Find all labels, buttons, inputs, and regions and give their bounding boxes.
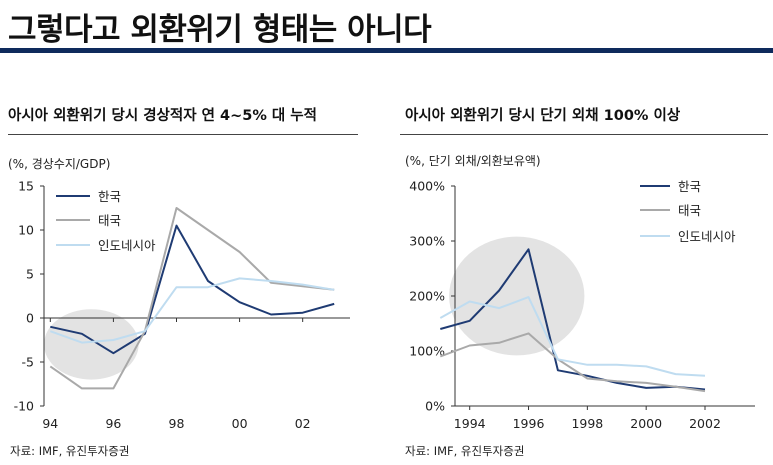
title-rule [0, 48, 773, 53]
left-chart-source: 자료: IMF, 유진투자증권 [10, 444, 130, 458]
left-y-tick-label: 5 [26, 267, 34, 282]
right-legend-label-korea: 한국 [678, 179, 701, 194]
right-chart: 400% 300% 200% 100% 0% 1994 1996 1998 2000 2002 한국… [409, 179, 755, 431]
left-x-tick-label: 98 [169, 416, 185, 431]
right-x-tick-label: 2000 [630, 416, 662, 431]
right-y-tick-label: 0% [425, 399, 445, 414]
left-y-tick-label: 15 [18, 179, 34, 194]
page-title: 그렇다고 외환위기 형태는 아니다 [8, 12, 432, 48]
left-legend-label-korea: 한국 [98, 189, 121, 204]
left-x-tick-label: 94 [42, 416, 58, 431]
right-highlight-circle [449, 236, 585, 356]
left-chart-title: 아시아 외환위기 당시 경상적자 연 4~5% 대 누적 [8, 108, 317, 124]
right-series-line-thailand [439, 332, 706, 393]
left-y-tick-label: 0 [26, 311, 34, 326]
right-chart-title: 아시아 외환위기 당시 단기 외채 100% 이상 [405, 108, 681, 124]
left-legend-label-indonesia: 인도네시아 [98, 238, 156, 253]
right-chart-source: 자료: IMF, 유진투자증권 [405, 444, 525, 458]
left-y-tick-label: -5 [22, 355, 34, 370]
left-chart-rule [8, 134, 358, 135]
left-legend-label-thailand: 태국 [98, 213, 121, 228]
left-series-line-indonesia [49, 277, 335, 344]
left-x-tick-label: 02 [295, 416, 311, 431]
left-y-tick-label: -10 [14, 399, 34, 414]
left-y-tick-label: 10 [18, 223, 34, 238]
left-x-tick-label: 96 [105, 416, 121, 431]
right-legend-label-thailand: 태국 [678, 203, 701, 218]
right-x-tick-label: 1996 [513, 416, 545, 431]
right-y-tick-label: 400% [409, 179, 445, 194]
right-chart-rule [400, 134, 768, 135]
right-y-tick-label: 300% [409, 234, 445, 249]
right-y-tick-label: 200% [409, 289, 445, 304]
right-x-tick-label: 1994 [454, 416, 486, 431]
right-y-tick-label: 100% [409, 344, 445, 359]
left-chart-unit-label: (%, 경상수지/GDP) [8, 157, 111, 171]
right-series-line-indonesia [439, 296, 706, 377]
left-series-line-korea [50, 224, 335, 355]
right-x-tick-label: 2002 [689, 416, 721, 431]
right-chart-unit-label: (%, 단기 외채/외환보유액) [405, 154, 541, 168]
right-x-tick-label: 1998 [571, 416, 603, 431]
left-series-line-thailand [49, 207, 335, 390]
left-highlight-circle [44, 309, 139, 380]
left-x-tick-label: 00 [232, 416, 248, 431]
right-legend-label-indonesia: 인도네시아 [678, 229, 736, 244]
